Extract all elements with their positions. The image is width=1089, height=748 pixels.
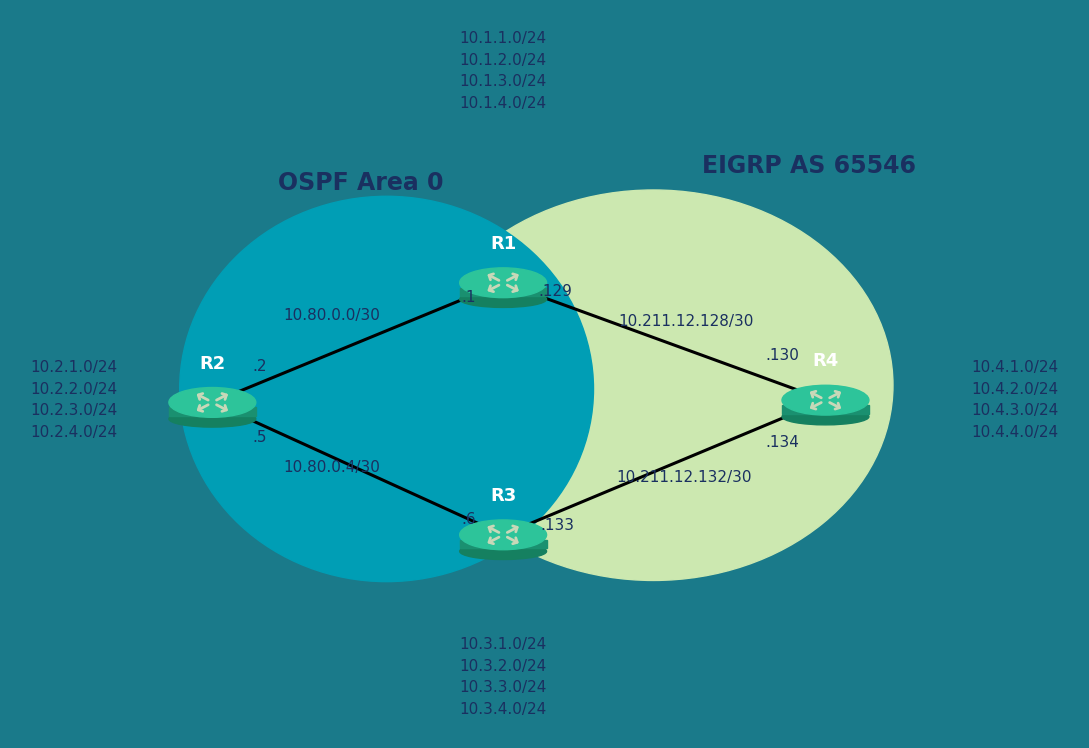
Text: .2: .2 bbox=[252, 359, 267, 374]
Polygon shape bbox=[460, 288, 547, 296]
Ellipse shape bbox=[180, 196, 594, 582]
Text: 10.4.1.0/24
10.4.2.0/24
10.4.3.0/24
10.4.4.0/24: 10.4.1.0/24 10.4.2.0/24 10.4.3.0/24 10.4… bbox=[971, 361, 1059, 440]
Text: R4: R4 bbox=[812, 352, 839, 370]
Ellipse shape bbox=[169, 411, 256, 427]
Text: 10.80.0.0/30: 10.80.0.0/30 bbox=[284, 308, 380, 323]
Text: 10.1.1.0/24
10.1.2.0/24
10.1.3.0/24
10.1.4.0/24: 10.1.1.0/24 10.1.2.0/24 10.1.3.0/24 10.1… bbox=[460, 31, 547, 111]
Ellipse shape bbox=[460, 291, 547, 307]
Text: R3: R3 bbox=[490, 487, 516, 505]
Text: .6: .6 bbox=[461, 512, 476, 527]
Text: OSPF Area 0: OSPF Area 0 bbox=[278, 171, 443, 195]
Text: .1: .1 bbox=[461, 290, 476, 305]
Polygon shape bbox=[782, 405, 869, 414]
Text: R1: R1 bbox=[490, 235, 516, 253]
Text: 10.211.12.128/30: 10.211.12.128/30 bbox=[619, 314, 754, 329]
Ellipse shape bbox=[460, 268, 547, 298]
Text: .129: .129 bbox=[538, 284, 573, 299]
Ellipse shape bbox=[460, 520, 547, 550]
Ellipse shape bbox=[460, 543, 547, 560]
Text: R2: R2 bbox=[199, 355, 225, 373]
Ellipse shape bbox=[782, 385, 869, 415]
Text: 10.2.1.0/24
10.2.2.0/24
10.2.3.0/24
10.2.4.0/24: 10.2.1.0/24 10.2.2.0/24 10.2.3.0/24 10.2… bbox=[30, 361, 118, 440]
Text: 10.80.0.4/30: 10.80.0.4/30 bbox=[284, 460, 380, 475]
Text: .5: .5 bbox=[252, 430, 267, 445]
Text: EIGRP AS 65546: EIGRP AS 65546 bbox=[702, 154, 917, 178]
Text: 10.3.1.0/24
10.3.2.0/24
10.3.3.0/24
10.3.4.0/24: 10.3.1.0/24 10.3.2.0/24 10.3.3.0/24 10.3… bbox=[460, 637, 547, 717]
Text: 10.211.12.132/30: 10.211.12.132/30 bbox=[616, 470, 751, 485]
Text: .133: .133 bbox=[540, 518, 575, 533]
Polygon shape bbox=[169, 408, 256, 416]
Polygon shape bbox=[460, 540, 547, 548]
Text: .130: .130 bbox=[764, 348, 799, 363]
Ellipse shape bbox=[169, 387, 256, 417]
Ellipse shape bbox=[782, 408, 869, 425]
Text: .134: .134 bbox=[764, 435, 799, 450]
Ellipse shape bbox=[414, 190, 893, 580]
